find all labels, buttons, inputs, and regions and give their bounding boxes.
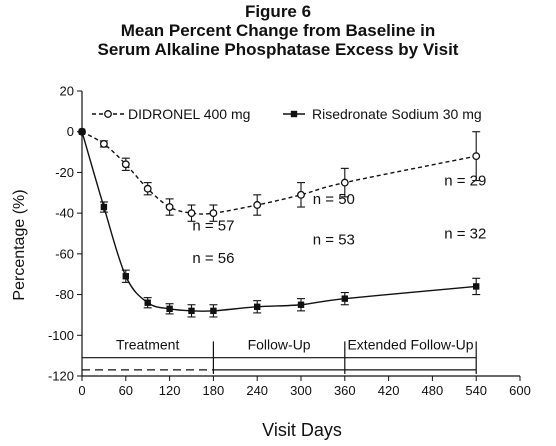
y-tick-label: -100: [48, 328, 74, 343]
chart-title-line-1: Figure 6: [244, 2, 312, 21]
data-point-didronel: [187, 209, 196, 218]
chart-title-line-2: Mean Percent Change from Baseline in: [120, 21, 436, 40]
chart-title: Figure 6 Mean Percent Change from Baseli…: [0, 2, 556, 59]
y-tick-label: -60: [55, 246, 74, 261]
data-point-risedronate: [188, 307, 195, 315]
x-tick-label: 420: [378, 383, 400, 398]
data-point-risedronate: [100, 203, 108, 211]
x-tick-label: 540: [465, 383, 487, 398]
y-axis-label: Percentage (%): [11, 189, 28, 300]
data-point-risedronate: [254, 303, 261, 310]
x-tick-label: 300: [290, 383, 312, 398]
y-tick-label: -120: [48, 369, 74, 384]
data-point-risedronate: [122, 273, 129, 280]
data-markers: [78, 127, 481, 315]
data-point-didronel: [143, 184, 152, 193]
data-point-didronel: [472, 152, 481, 161]
chart-title-line-3: Serum Alkaline Phosphatase Excess by Vis…: [97, 40, 459, 59]
series-line-1: [81, 131, 477, 312]
data-point-didronel: [121, 160, 130, 169]
n-annotation: n = 57: [192, 217, 234, 234]
period-label: Extended Follow-Up: [347, 337, 473, 353]
x-tick-label: 600: [509, 383, 531, 398]
data-point-didronel: [253, 201, 262, 209]
legend-label-didronel: DIDRONEL 400 mg: [128, 106, 250, 122]
x-tick-label: 360: [334, 383, 356, 398]
data-point-didronel: [340, 178, 349, 187]
error-bars: [99, 131, 481, 318]
chart-axes: 0 60 120 180 240 300 360 420 480 540 600 20 0 -20 -40 -…: [48, 84, 531, 399]
y-tick-label: -40: [55, 206, 74, 221]
data-point-didronel: [209, 209, 218, 218]
n-annotation: n = 50: [313, 191, 355, 208]
data-point-didronel: [165, 203, 174, 211]
data-point-risedronate: [341, 295, 348, 302]
x-tick-label: 480: [422, 383, 444, 398]
series-lines: [81, 131, 477, 312]
x-tick-label: 0: [78, 383, 85, 398]
period-bars: Treatment Follow-Up Extended Follow-Up: [82, 337, 477, 374]
x-tick-label: 180: [203, 383, 225, 398]
data-point-didronel: [99, 139, 108, 148]
annotations: n = 57 n = 50 n = 29 n = 56 n = 53 n = 32: [192, 173, 486, 267]
chart-legend: DIDRONEL 400 mg Risedronate Sodium 30 mg: [92, 106, 482, 122]
legend-marker-didronel: [104, 110, 112, 118]
data-point-risedronate: [297, 301, 305, 308]
series-line-0: [81, 131, 477, 215]
y-tick-label: -80: [55, 287, 74, 302]
n-annotation: n = 56: [192, 250, 234, 267]
data-point-risedronate: [144, 299, 151, 306]
data-point-didronel: [297, 190, 305, 199]
data-point-risedronate: [473, 283, 480, 290]
y-tick-label: 0: [67, 124, 74, 139]
x-axis-label: Visit Days: [262, 420, 342, 440]
n-annotation: n = 32: [444, 226, 486, 243]
legend-label-risedronate: Risedronate Sodium 30 mg: [312, 106, 482, 122]
n-annotation: n = 29: [444, 173, 486, 190]
x-tick-label: 240: [246, 383, 268, 398]
legend-marker-risedronate: [290, 110, 298, 118]
period-label: Follow-Up: [248, 337, 311, 353]
data-point-risedronate: [78, 128, 86, 135]
x-tick-label: 60: [119, 383, 133, 398]
period-label: Treatment: [116, 337, 179, 353]
data-point-risedronate: [166, 305, 173, 313]
x-tick-label: 120: [159, 383, 181, 398]
y-tick-label: 20: [60, 84, 74, 99]
data-point-risedronate: [210, 307, 217, 315]
n-annotation: n = 53: [313, 232, 355, 249]
y-tick-label: -20: [55, 165, 74, 180]
